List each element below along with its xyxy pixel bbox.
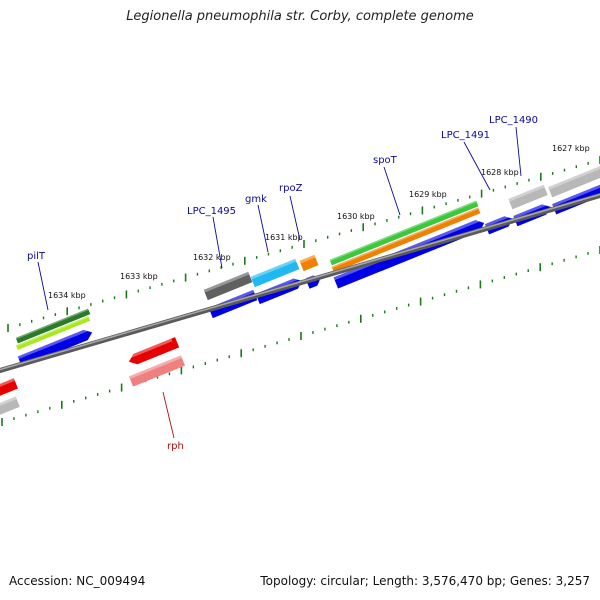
- gene-label: spoT: [373, 155, 398, 166]
- rpoZ-feature-sheen: [299, 254, 316, 264]
- gene-label: rpoZ: [279, 183, 303, 194]
- right-edge-gray-feature-sheen: [548, 164, 600, 190]
- backbone-highlight: [0, 193, 600, 371]
- label-leader-line: [257, 204, 269, 253]
- tick-labels: 1634 kbp 1633 kbp 1632 kbp 1631 kbp 1630 kbp…: [48, 144, 590, 300]
- pilT-cds-sheen: [17, 328, 88, 360]
- LPC_1495-feature-body: [203, 271, 253, 301]
- gene-label: LPC_1491: [441, 130, 490, 141]
- rph-feature-pink-body: [128, 355, 186, 387]
- pilT-feature-light-body: [15, 316, 91, 350]
- rph-feature-pink-sheen: [128, 355, 182, 379]
- genome-backbone: [0, 192, 600, 374]
- label-leader-line: [463, 141, 491, 191]
- gene-features: [0, 164, 600, 420]
- LPC_1495-feature-sheen: [203, 271, 250, 293]
- gene-label: LPC_1495: [187, 206, 236, 217]
- genome-summary-text: Topology: circular; Length: 3,576,470 bp…: [260, 574, 590, 588]
- accession-text: Accession: NC_009494: [9, 574, 146, 588]
- rpoZ-feature: [299, 254, 319, 272]
- right-edge-cds-sheen: [552, 181, 600, 207]
- spoT-feature-orange-body: [331, 207, 481, 273]
- label-leader-line: [212, 216, 223, 269]
- pilT-feature-dark-sheen: [15, 308, 89, 340]
- LPC_1490-cds-sheen: [513, 203, 546, 219]
- map-title: Legionella pneumophila str. Corby, compl…: [126, 9, 474, 24]
- label-leaders: [37, 126, 522, 439]
- kbp-tick-label: 1634 kbp: [48, 291, 86, 300]
- gene-label: LPC_1490: [489, 115, 538, 126]
- label-leader-line: [162, 391, 175, 439]
- spoT-feature-orange-sheen: [331, 207, 479, 269]
- spoT-feature-green-body: [329, 200, 479, 266]
- gmk-feature-body: [250, 258, 300, 288]
- right-edge-gray-feature-body: [548, 164, 600, 198]
- rpoZ-feature-body: [299, 254, 319, 272]
- LPC_1495-feature: [203, 271, 253, 301]
- left-edge-gray-feature-sheen: [0, 396, 17, 412]
- kbp-tick-label: 1631 kbp: [265, 233, 303, 242]
- spoT-feature-orange: [331, 207, 481, 273]
- kbp-tick-label: 1633 kbp: [120, 272, 158, 281]
- kbp-tick-label: 1629 kbp: [409, 190, 447, 199]
- left-edge-gray-feature: [0, 396, 20, 420]
- LPC_1490-feature: [508, 184, 548, 210]
- label-leader-line: [383, 166, 401, 216]
- spoT-cds-body: [333, 220, 485, 289]
- pilT-feature-dark-body: [15, 308, 91, 344]
- kbp-tick-label: 1630 kbp: [337, 212, 375, 221]
- spoT-feature-green: [329, 200, 479, 266]
- spoT-feature-green-sheen: [329, 200, 477, 262]
- LPC_1490-feature-body: [508, 184, 548, 210]
- label-leader-line: [515, 126, 522, 177]
- rph-feature: [126, 337, 180, 365]
- tick-marks: [1, 156, 600, 426]
- kbp-tick-label: 1627 kbp: [552, 144, 590, 153]
- backbone-line: [0, 192, 600, 374]
- LPC_1491-cds-sheen: [484, 215, 509, 227]
- kbp-tick-label: 1628 kbp: [481, 168, 519, 177]
- rph-feature-sheen: [126, 338, 173, 360]
- gene-labels: pilT LPC_1495 gmk rpoZ spoT LPC_1491 LPC_1490r…: [27, 115, 538, 452]
- right-edge-gray-feature: [548, 164, 600, 198]
- gene-label: gmk: [245, 194, 267, 205]
- left-edge-red-feature-body: [0, 378, 18, 400]
- pilT-feature-dark: [15, 308, 91, 344]
- pilT-feature-light: [15, 316, 91, 350]
- gmk-feature: [250, 258, 300, 288]
- rph-feature-body: [128, 337, 180, 365]
- gmk-feature-sheen: [250, 258, 297, 280]
- gene-label: rph: [167, 441, 184, 452]
- label-leader-line: [289, 195, 301, 241]
- label-leader-line: [37, 261, 49, 311]
- LPC_1490-feature-sheen: [508, 184, 545, 202]
- kbp-tick-label: 1632 kbp: [193, 253, 231, 262]
- left-edge-gray-feature-body: [0, 396, 20, 420]
- gene-label: pilT: [27, 251, 46, 262]
- left-edge-red-feature: [0, 378, 18, 400]
- left-edge-red-feature-sheen: [0, 378, 15, 393]
- pilT-feature-light-sheen: [15, 316, 89, 347]
- rph-feature-pink: [128, 355, 186, 387]
